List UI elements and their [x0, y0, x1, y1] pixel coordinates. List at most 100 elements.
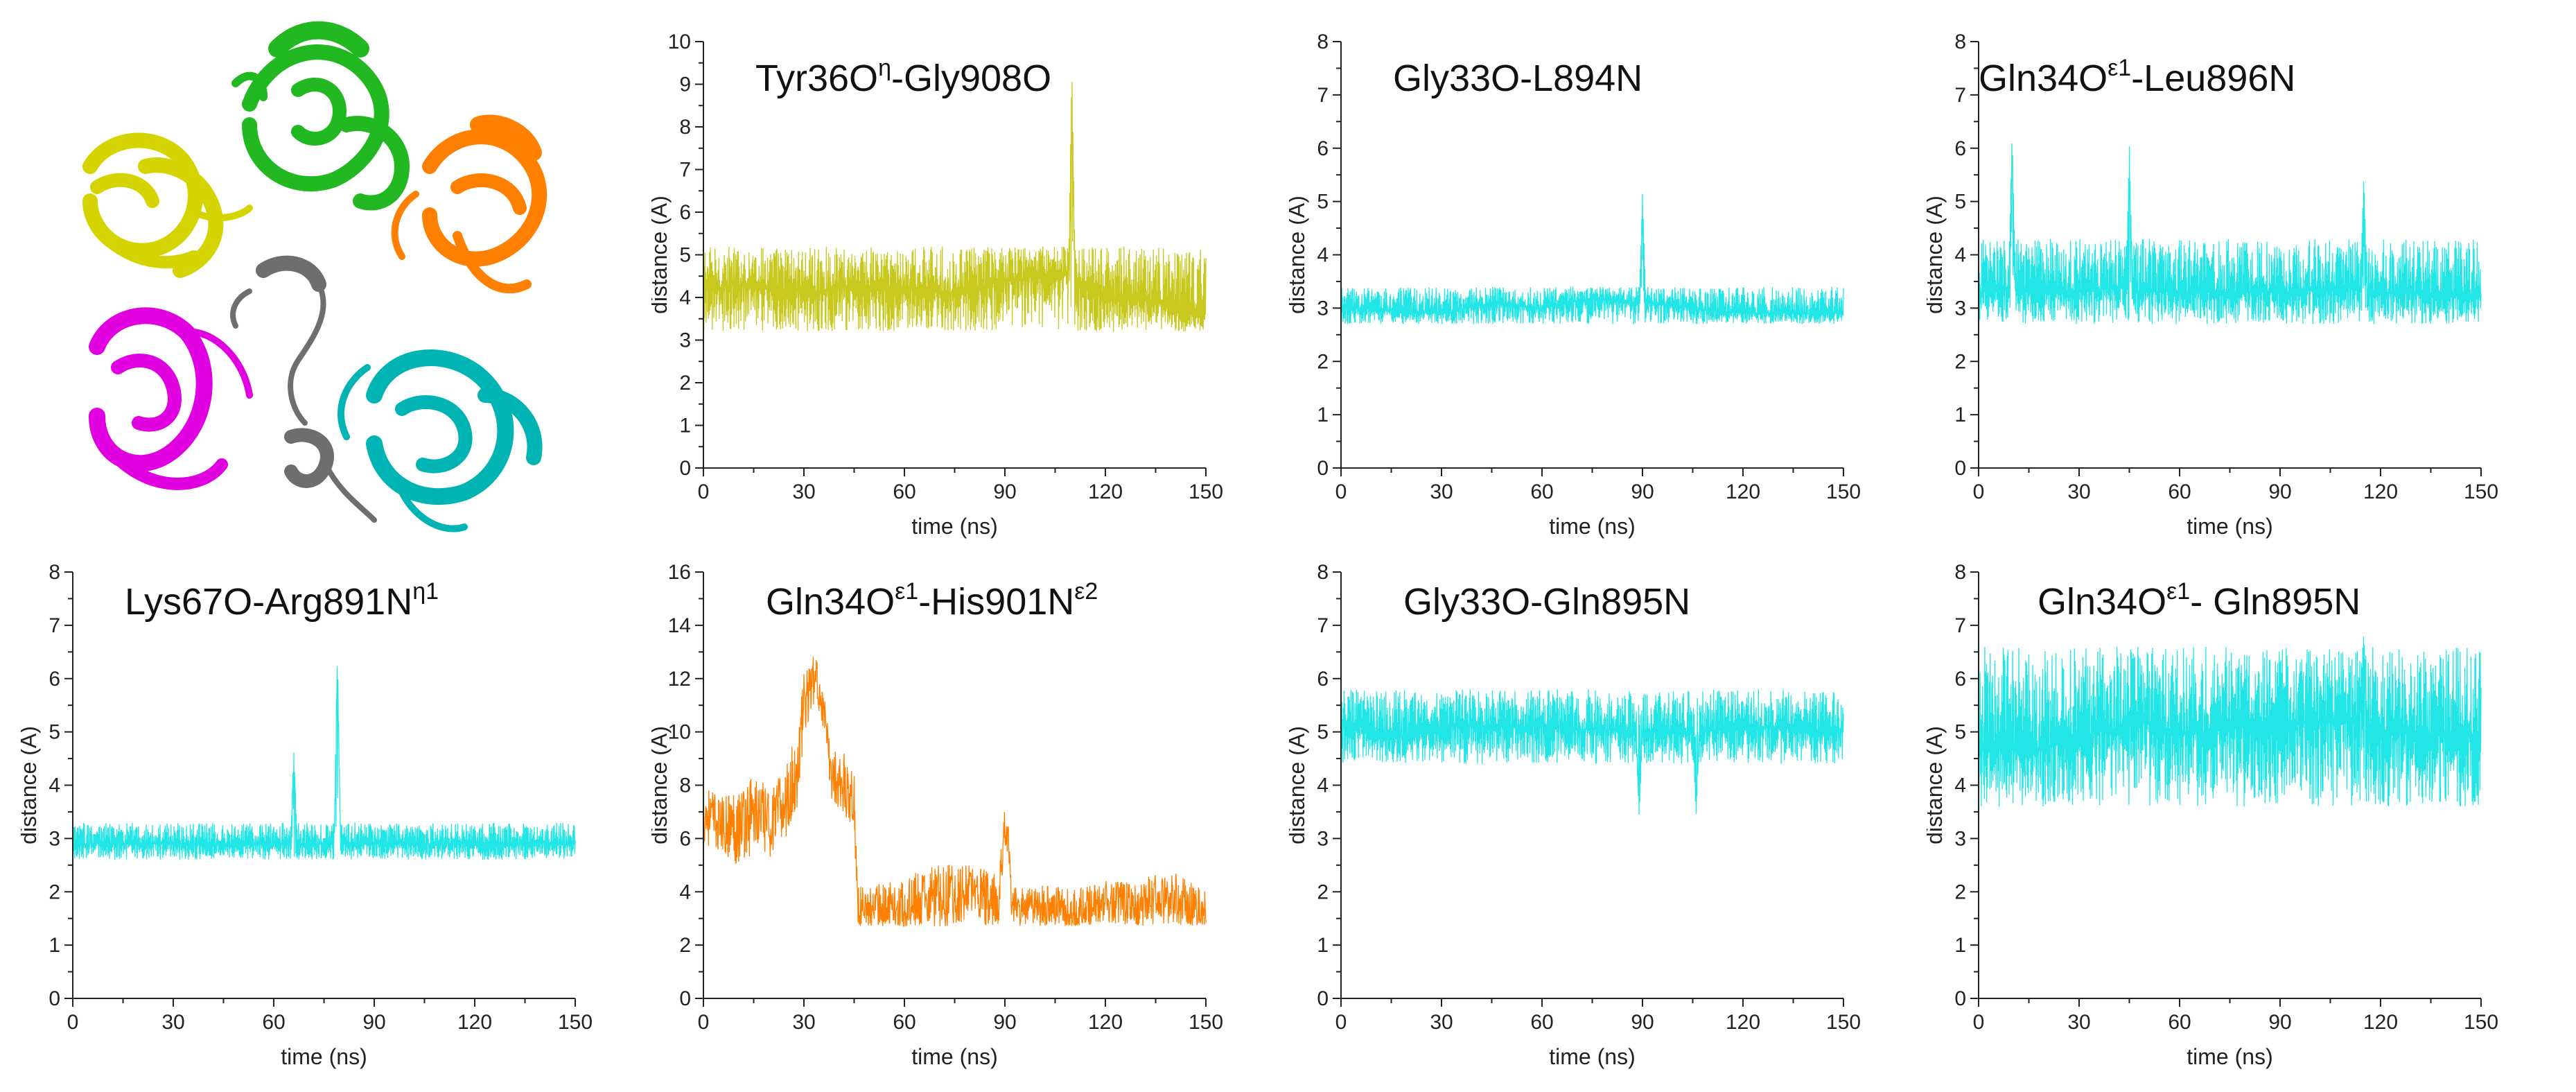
y-axis-label: distance (Å) [651, 726, 672, 844]
x-tick-label: 90 [1631, 480, 1654, 503]
chart-svg-1: 0 30 60 90 120 150 0 1 2 3 4 5 6 7 8 9 10 time (ns) distan… [651, 31, 1223, 539]
chart-title: Tyr36Oη-Gly908O [755, 55, 1052, 99]
series-line-1 [703, 81, 1207, 332]
y-tick-label: 12 [668, 668, 691, 691]
y-axis-label: distance (Å) [1289, 726, 1309, 844]
y-tick-label: 4 [679, 881, 691, 903]
y-tick-label: 5 [1954, 721, 1966, 744]
x-tick-label: 90 [2268, 480, 2291, 503]
y-tick-label: 1 [1954, 934, 1966, 957]
series-line-1 [703, 657, 1207, 927]
x-tick-label: 150 [1189, 480, 1223, 503]
y-tick-label: 7 [1317, 614, 1329, 637]
series-line-1 [1978, 143, 2482, 324]
x-tick-label: 60 [2168, 1011, 2191, 1034]
y-tick-label: 4 [679, 286, 691, 309]
chart-panel-6: Gly33O-Gln895N 0 30 60 90 120 150 0 1 2 3 4 5 6 7 8 tim… [1289, 551, 1885, 1085]
x-tick-label: 60 [893, 480, 915, 503]
y-tick-label: 6 [1954, 137, 1966, 160]
y-tick-label: 1 [1954, 404, 1966, 426]
y-tick-label: 3 [679, 329, 691, 352]
x-tick-label: 30 [2067, 1011, 2090, 1034]
x-tick-label: 60 [262, 1011, 285, 1034]
y-tick-label: 1 [1317, 934, 1329, 957]
y-tick-label: 2 [1954, 350, 1966, 373]
y-tick-label: 7 [1317, 84, 1329, 107]
y-tick-label: 5 [1317, 721, 1329, 744]
y-tick-label: 9 [679, 73, 691, 96]
y-tick-label: 3 [49, 827, 60, 850]
chart-svg-6: 0 30 60 90 120 150 0 1 2 3 4 5 6 7 8 time (ns) distance … [1289, 561, 1861, 1069]
series-line-1 [72, 666, 576, 860]
chart-title: Gln34Oε1- Gln895N [2038, 578, 2361, 623]
y-tick-label: 0 [1317, 457, 1329, 480]
chart-panel-3: Gln34Oε1-Leu896N 0 30 60 90 120 150 0 1 2 3 4 5 6 7 8 t… [1927, 21, 2523, 555]
y-tick-label: 8 [1954, 561, 1966, 584]
chart-panel-7: Gln34Oε1- Gln895N 0 30 60 90 120 150 0 1 2 3 4 5 6 7 8… [1927, 551, 2523, 1085]
x-tick-label: 0 [1335, 480, 1347, 503]
y-tick-label: 6 [1317, 668, 1329, 691]
chart-svg-5: 0 30 60 90 120 150 0 2 4 6 8 10 12 14 16 time (ns) dista… [651, 561, 1223, 1069]
y-tick-label: 7 [49, 614, 60, 637]
x-tick-label: 30 [1430, 1011, 1453, 1034]
x-tick-label: 60 [1530, 1011, 1553, 1034]
x-tick-label: 60 [1530, 480, 1553, 503]
y-tick-label: 4 [1317, 774, 1329, 797]
y-tick-label: 4 [49, 774, 60, 797]
y-tick-label: 1 [679, 415, 691, 437]
y-axis-label: distance (Å) [1289, 196, 1309, 314]
x-tick-label: 90 [2268, 1011, 2291, 1034]
x-axis-label: time (ns) [2187, 1044, 2272, 1069]
chart-svg-2: 0 30 60 90 120 150 0 1 2 3 4 5 6 7 8 time (ns) distance … [1289, 31, 1861, 539]
x-tick-label: 120 [2363, 1011, 2398, 1034]
chart-title: Gly33O-L894N [1393, 58, 1643, 99]
chart-title: Gln34Oε1-His901Nε2 [766, 578, 1098, 623]
x-tick-label: 0 [698, 480, 710, 503]
y-tick-label: 8 [1317, 561, 1329, 584]
y-tick-label: 2 [679, 934, 691, 957]
y-tick-label: 5 [1317, 191, 1329, 214]
x-axis-label: time (ns) [281, 1044, 367, 1069]
chart-panel-5: Gln34Oε1-His901Nε2 0 30 60 90 120 150 0 2 4 6 8 10 1… [651, 551, 1247, 1085]
y-tick-label: 14 [668, 614, 691, 637]
x-tick-label: 120 [2363, 480, 2398, 503]
y-tick-label: 2 [679, 372, 691, 395]
green-chain [231, 21, 410, 211]
x-tick-label: 30 [1430, 480, 1453, 503]
chart-panel-1: Tyr36Oη-Gly908O 0 30 60 90 120 150 0 1 2 3 4 5 6 7 8 9 1… [651, 21, 1247, 555]
y-tick-label: 6 [1954, 668, 1966, 691]
x-tick-label: 30 [792, 480, 815, 503]
y-tick-label: 2 [1317, 350, 1329, 373]
x-tick-label: 0 [1973, 1011, 1985, 1034]
y-tick-label: 0 [49, 987, 60, 1010]
y-tick-label: 8 [1954, 31, 1966, 53]
x-tick-label: 60 [893, 1011, 915, 1034]
protein-structure-icon [82, 21, 547, 532]
y-tick-label: 3 [1954, 297, 1966, 320]
y-tick-label: 8 [679, 774, 691, 797]
x-tick-label: 60 [2168, 480, 2191, 503]
x-tick-label: 150 [1826, 480, 1861, 503]
x-tick-label: 150 [1189, 1011, 1223, 1034]
x-tick-label: 0 [1973, 480, 1985, 503]
x-tick-label: 90 [993, 480, 1016, 503]
x-tick-label: 30 [161, 1011, 184, 1034]
x-tick-label: 150 [558, 1011, 593, 1034]
chart-title: Gly33O-Gln895N [1403, 581, 1691, 623]
chart-title: Gln34Oε1-Leu896N [1979, 55, 2296, 99]
y-tick-label: 6 [679, 201, 691, 224]
x-tick-label: 120 [457, 1011, 492, 1034]
orange-chain [391, 114, 547, 294]
x-axis-label: time (ns) [2187, 514, 2272, 539]
series-line-1 [1340, 689, 1844, 815]
y-tick-label: 4 [1954, 774, 1966, 797]
y-tick-label: 7 [679, 159, 691, 182]
chart-panel-4: Lys67O-Arg891Nη1 0 30 60 90 120 150 0 1 2 3 4 5 6 7 8 t… [21, 551, 617, 1085]
y-tick-label: 1 [49, 934, 60, 957]
y-tick-label: 2 [49, 881, 60, 903]
x-tick-label: 0 [67, 1011, 79, 1034]
y-tick-label: 16 [668, 561, 691, 584]
y-tick-label: 4 [1954, 244, 1966, 267]
y-tick-label: 0 [679, 457, 691, 480]
x-axis-label: time (ns) [911, 514, 997, 539]
